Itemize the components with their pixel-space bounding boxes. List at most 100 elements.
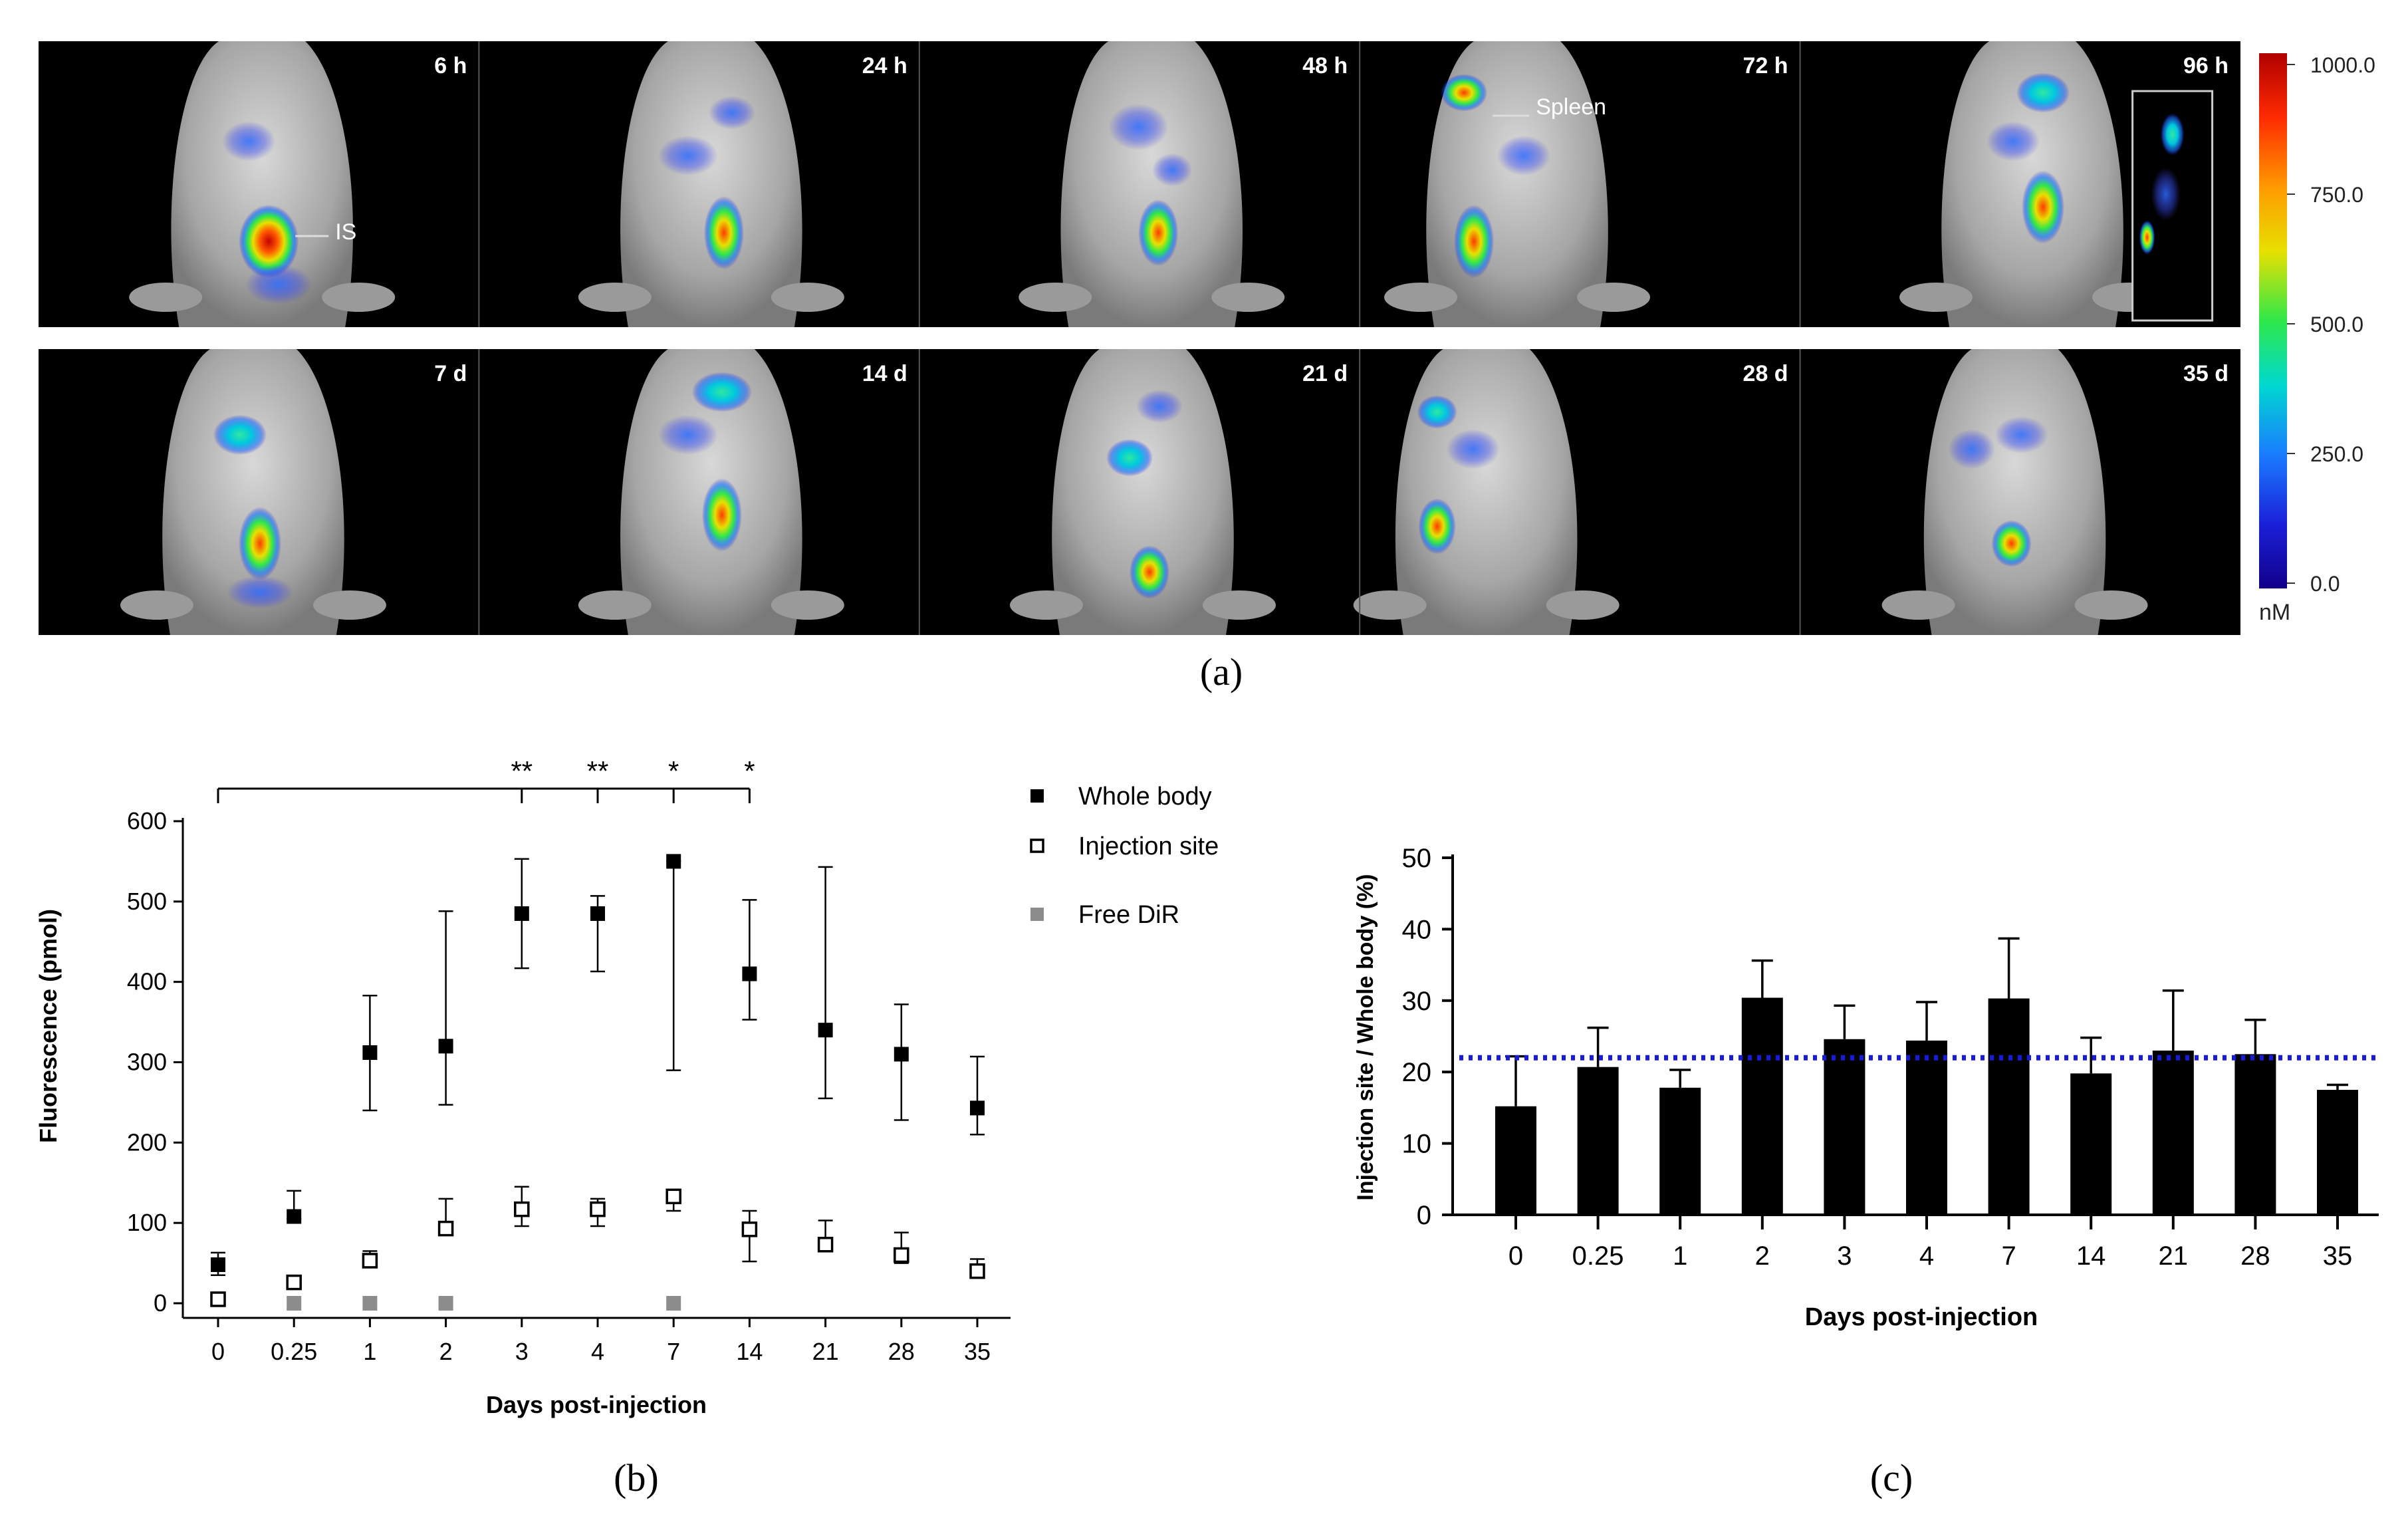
colorbar-tick-label: 750.0 (2310, 183, 2363, 207)
time-label: 48 h (1302, 53, 1348, 78)
chart-b-ylabel: Fluorescence (pmol) (35, 909, 62, 1143)
mouse-left-leg (1019, 283, 1092, 312)
fluorescence-spot (1948, 429, 1995, 469)
marker-free-dir (438, 1296, 453, 1311)
inset-spot (2151, 168, 2181, 221)
imaging-tile: 7 d (39, 349, 479, 635)
significance-mark: * (744, 755, 755, 787)
x-tick-label: 21 (2159, 1241, 2189, 1271)
time-label: 7 d (434, 361, 467, 386)
x-tick-label: 0.25 (1572, 1241, 1624, 1271)
panel-c-caption: (c) (1870, 1456, 1913, 1499)
marker-whole-body (287, 1209, 302, 1224)
panel-a-caption: (a) (1200, 650, 1243, 694)
significance-mark: * (668, 755, 679, 787)
fluorescence-spot (226, 575, 293, 609)
bar (2317, 1090, 2358, 1215)
x-tick-label: 3 (1837, 1241, 1852, 1271)
y-tick-label: 500 (127, 888, 167, 915)
mouse-left-leg (1899, 283, 1973, 312)
mouse-right-leg (1211, 283, 1285, 312)
is-label: IS (335, 219, 356, 245)
fluorescence-spot (213, 415, 267, 455)
fluorescence-spot (1152, 153, 1193, 187)
y-tick-label: 200 (127, 1128, 167, 1156)
fluorescence-spot (1497, 136, 1551, 176)
mouse-right-leg (1577, 283, 1651, 312)
fluorescence-spot (1446, 429, 1500, 469)
y-tick-label: 50 (1402, 844, 1432, 873)
panel-b-caption: (b) (614, 1456, 659, 1499)
y-tick-label: 0 (154, 1289, 167, 1317)
bar (1495, 1106, 1536, 1215)
marker-injection-site (894, 1247, 909, 1263)
colorbar-tick-label: 250.0 (2310, 442, 2363, 466)
colorbar: 1000.0 750.0 500.0 250.0 0.0 nM (2259, 53, 2375, 625)
imaging-panel: 6 h IS 24 h 48 h 72 h Spleen 96 h 7 d 14 d 21 d 28… (39, 41, 2240, 635)
y-tick-label: 100 (127, 1209, 167, 1236)
bar (1988, 998, 2030, 1215)
significance-mark: ** (587, 755, 609, 787)
time-label: 28 d (1743, 361, 1788, 386)
x-tick-label: 2 (1755, 1241, 1770, 1271)
significance-mark: ** (511, 755, 533, 787)
marker-whole-body (211, 1257, 225, 1272)
imaging-tile: 96 h (1799, 41, 2240, 327)
marker-whole-body (666, 854, 681, 869)
bar (1906, 1040, 1947, 1215)
x-tick-label: 4 (591, 1338, 604, 1365)
fluorescence-spot (1136, 390, 1183, 423)
mouse-body (1060, 41, 1243, 327)
x-tick-label: 0 (1508, 1241, 1523, 1271)
marker-injection-site (362, 1253, 378, 1269)
x-tick-label: 21 (812, 1338, 839, 1365)
fluorescence-spot (691, 372, 752, 412)
mouse-left-leg (1384, 283, 1458, 312)
mouse-right-leg (322, 283, 396, 312)
x-tick-label: 14 (736, 1338, 763, 1365)
inset-spot (2160, 113, 2185, 156)
legend-label: Whole body (1078, 783, 1212, 811)
bar (1577, 1067, 1619, 1215)
bar (1659, 1087, 1701, 1215)
mouse-left-leg (1353, 590, 1427, 620)
marker-injection-site (665, 1188, 681, 1205)
y-tick-label: 600 (127, 807, 167, 834)
marker-injection-site (514, 1201, 530, 1217)
mouse-body (171, 41, 353, 327)
time-label: 6 h (434, 53, 467, 78)
mouse-right-leg (1203, 590, 1276, 620)
fluorescence-spot (2022, 170, 2065, 244)
marker-injection-site (590, 1201, 606, 1217)
bar (1824, 1039, 1866, 1215)
colorbar-ticks: 1000.0 750.0 500.0 250.0 0.0 (2287, 53, 2375, 596)
fluorescence-spot (1106, 439, 1153, 477)
mouse-body (1923, 349, 2106, 635)
imaging-tile: 14 d (478, 349, 919, 635)
marker-injection-site (969, 1263, 985, 1279)
fluorescence-spot (703, 196, 744, 270)
fluorescence-spot (238, 507, 281, 580)
fluorescence-spot (1130, 545, 1169, 599)
fluorescence-spot (658, 136, 718, 176)
fluorescence-spot (701, 478, 742, 552)
marker-whole-body (362, 1045, 378, 1060)
marker-whole-body (514, 906, 529, 921)
marker-free-dir (362, 1296, 378, 1311)
marker-free-dir (666, 1296, 681, 1311)
x-tick-label: 14 (2076, 1241, 2106, 1271)
marker-whole-body (438, 1039, 453, 1054)
imaging-tile: 28 d (1353, 349, 1800, 635)
fluorescence-spot (708, 96, 755, 130)
time-label: 14 d (862, 361, 907, 386)
x-tick-label: 7 (667, 1338, 680, 1365)
legend-marker (1030, 908, 1044, 921)
fluorescence-spot (1987, 121, 2040, 162)
legend-marker (1030, 838, 1044, 853)
bar (2070, 1073, 2112, 1215)
chart-c-xlabel: Days post-injection (1805, 1303, 2038, 1331)
mouse-right-leg (2074, 590, 2148, 620)
marker-whole-body (818, 1023, 833, 1038)
